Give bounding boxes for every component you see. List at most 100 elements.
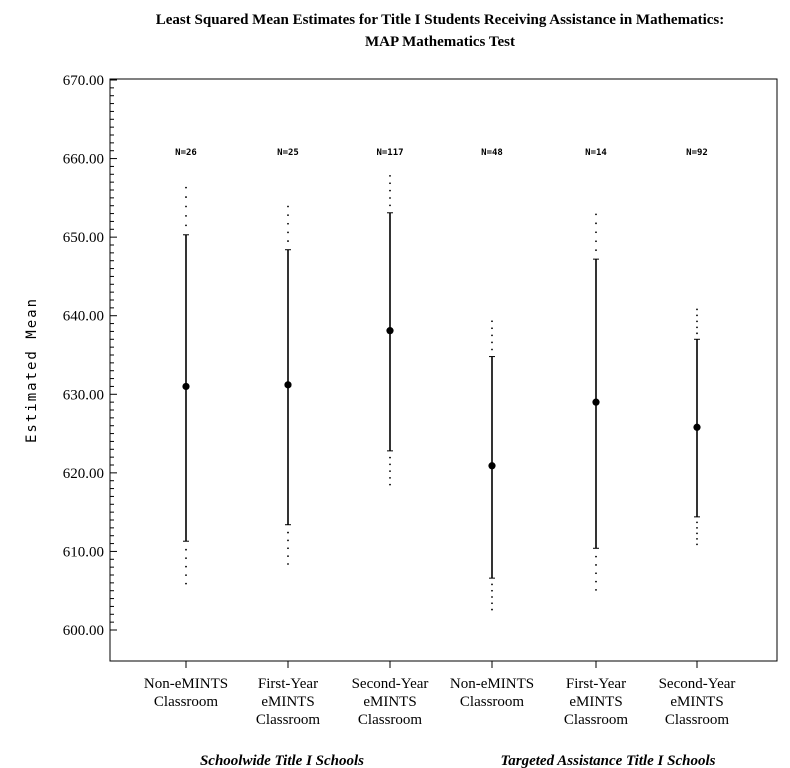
lower-band-dot [696, 543, 698, 546]
upper-band-dot [389, 204, 391, 207]
upper-band-dot [491, 320, 493, 323]
upper-band-dot [595, 240, 597, 243]
upper-band-dot [491, 327, 493, 330]
lower-band-dot [389, 470, 391, 473]
lower-band-dot [595, 580, 597, 583]
x-tick-label: First-Year [566, 676, 626, 692]
upper-band-dot [696, 314, 698, 317]
upper-band-dot [185, 196, 187, 198]
upper-band-dot [595, 249, 597, 252]
upper-band-dot [287, 222, 289, 225]
mean-point [182, 382, 190, 391]
lower-band-dot [389, 476, 391, 479]
lower-band-dot [287, 531, 289, 534]
mean-point [284, 381, 292, 389]
x-tick-label: eMINTS [363, 694, 416, 710]
n-label: N=26 [175, 148, 197, 158]
x-tick-label: Classroom [665, 712, 730, 728]
upper-band-dot [185, 224, 187, 227]
y-tick-label: 670.00 [63, 73, 104, 89]
upper-band-dot [287, 231, 289, 234]
lower-band-dot [696, 526, 698, 529]
estimate-group: N=26 [175, 148, 197, 585]
lower-band-dot [287, 547, 289, 550]
y-tick-label: 640.00 [63, 309, 104, 325]
upper-band-dot [185, 186, 187, 189]
upper-band-dot [287, 205, 289, 208]
x-tick-label: Second-Year [659, 676, 736, 692]
y-tick-label: 600.00 [63, 623, 104, 639]
n-label: N=48 [481, 148, 503, 158]
upper-band-dot [389, 197, 391, 199]
upper-band-dot [696, 308, 698, 311]
upper-band-dot [595, 222, 597, 225]
estimate-group: N=25 [277, 148, 299, 565]
x-tick-label: Classroom [564, 712, 629, 728]
lower-band-dot [491, 589, 493, 592]
lower-band-dot [696, 537, 698, 540]
n-label: N=14 [585, 148, 607, 158]
lower-band-dot [389, 483, 391, 486]
mean-point [592, 398, 600, 406]
lower-band-dot [287, 555, 289, 558]
upper-band-dot [595, 213, 597, 216]
y-axis-label: Estimated Mean [24, 297, 40, 443]
upper-band-dot [696, 326, 698, 329]
y-axis: 600.00 610.00 620.00 630.00 640.00 650.00 660.… [63, 73, 117, 639]
y-tick-label: 660.00 [63, 152, 104, 168]
n-label: N=117 [376, 148, 403, 158]
x-tick-label: eMINTS [670, 694, 723, 710]
mean-point [488, 462, 496, 470]
estimate-group: N=117 [376, 148, 404, 486]
x-tick-label: Classroom [358, 712, 423, 728]
mean-point [386, 327, 394, 335]
upper-band-dot [185, 215, 187, 217]
n-label: N=92 [686, 148, 708, 158]
upper-band-dot [389, 189, 391, 192]
upper-band-dot [491, 334, 493, 337]
estimate-series: N=26 N=25 N=117 N=48 N=14 N=92 [175, 148, 708, 611]
x-tick-label: eMINTS [261, 694, 314, 710]
upper-band-dot [389, 182, 391, 185]
lower-band-dot [595, 555, 597, 558]
lower-band-dot [595, 589, 597, 591]
upper-band-dot [185, 205, 187, 208]
y-tick-label: 630.00 [63, 387, 104, 403]
lower-band-dot [389, 463, 391, 466]
lower-band-dot [491, 602, 493, 605]
lower-band-dot [595, 572, 597, 575]
lower-band-dot [185, 574, 187, 577]
upper-band-dot [696, 320, 698, 323]
lower-band-dot [185, 582, 187, 585]
chart-title-line-1: Least Squared Mean Estimates for Title I… [156, 12, 724, 28]
lower-band-dot [595, 564, 597, 566]
estimate-group: N=48 [481, 148, 503, 611]
lower-band-dot [696, 532, 698, 535]
upper-band-dot [491, 348, 493, 351]
lower-band-dot [491, 583, 493, 586]
lower-band-dot [185, 557, 187, 560]
upper-band-dot [389, 174, 391, 177]
lower-band-dot [185, 565, 187, 568]
lower-band-dot [491, 596, 493, 598]
group-label-targeted: Targeted Assistance Title I Schools [500, 753, 715, 768]
x-tick-label: Second-Year [352, 676, 429, 692]
mean-point [693, 423, 701, 431]
estimate-group: N=14 [585, 148, 607, 591]
y-tick-label: 610.00 [63, 544, 104, 560]
upper-band-dot [491, 341, 493, 344]
lower-band-dot [696, 521, 698, 524]
lower-band-dot [287, 563, 289, 565]
y-tick-label: 620.00 [63, 466, 104, 482]
upper-band-dot [287, 214, 289, 217]
x-tick-label: Classroom [154, 694, 219, 710]
x-tick-label: Classroom [460, 694, 525, 710]
upper-band-dot [595, 231, 597, 234]
chart-title-line-2: MAP Mathematics Test [365, 34, 515, 50]
group-label-schoolwide: Schoolwide Title I Schools [200, 753, 364, 768]
upper-band-dot [287, 240, 289, 242]
estimate-group: N=92 [686, 148, 708, 546]
x-tick-label: Non-eMINTS [450, 676, 534, 692]
x-tick-label: Non-eMINTS [144, 676, 228, 692]
